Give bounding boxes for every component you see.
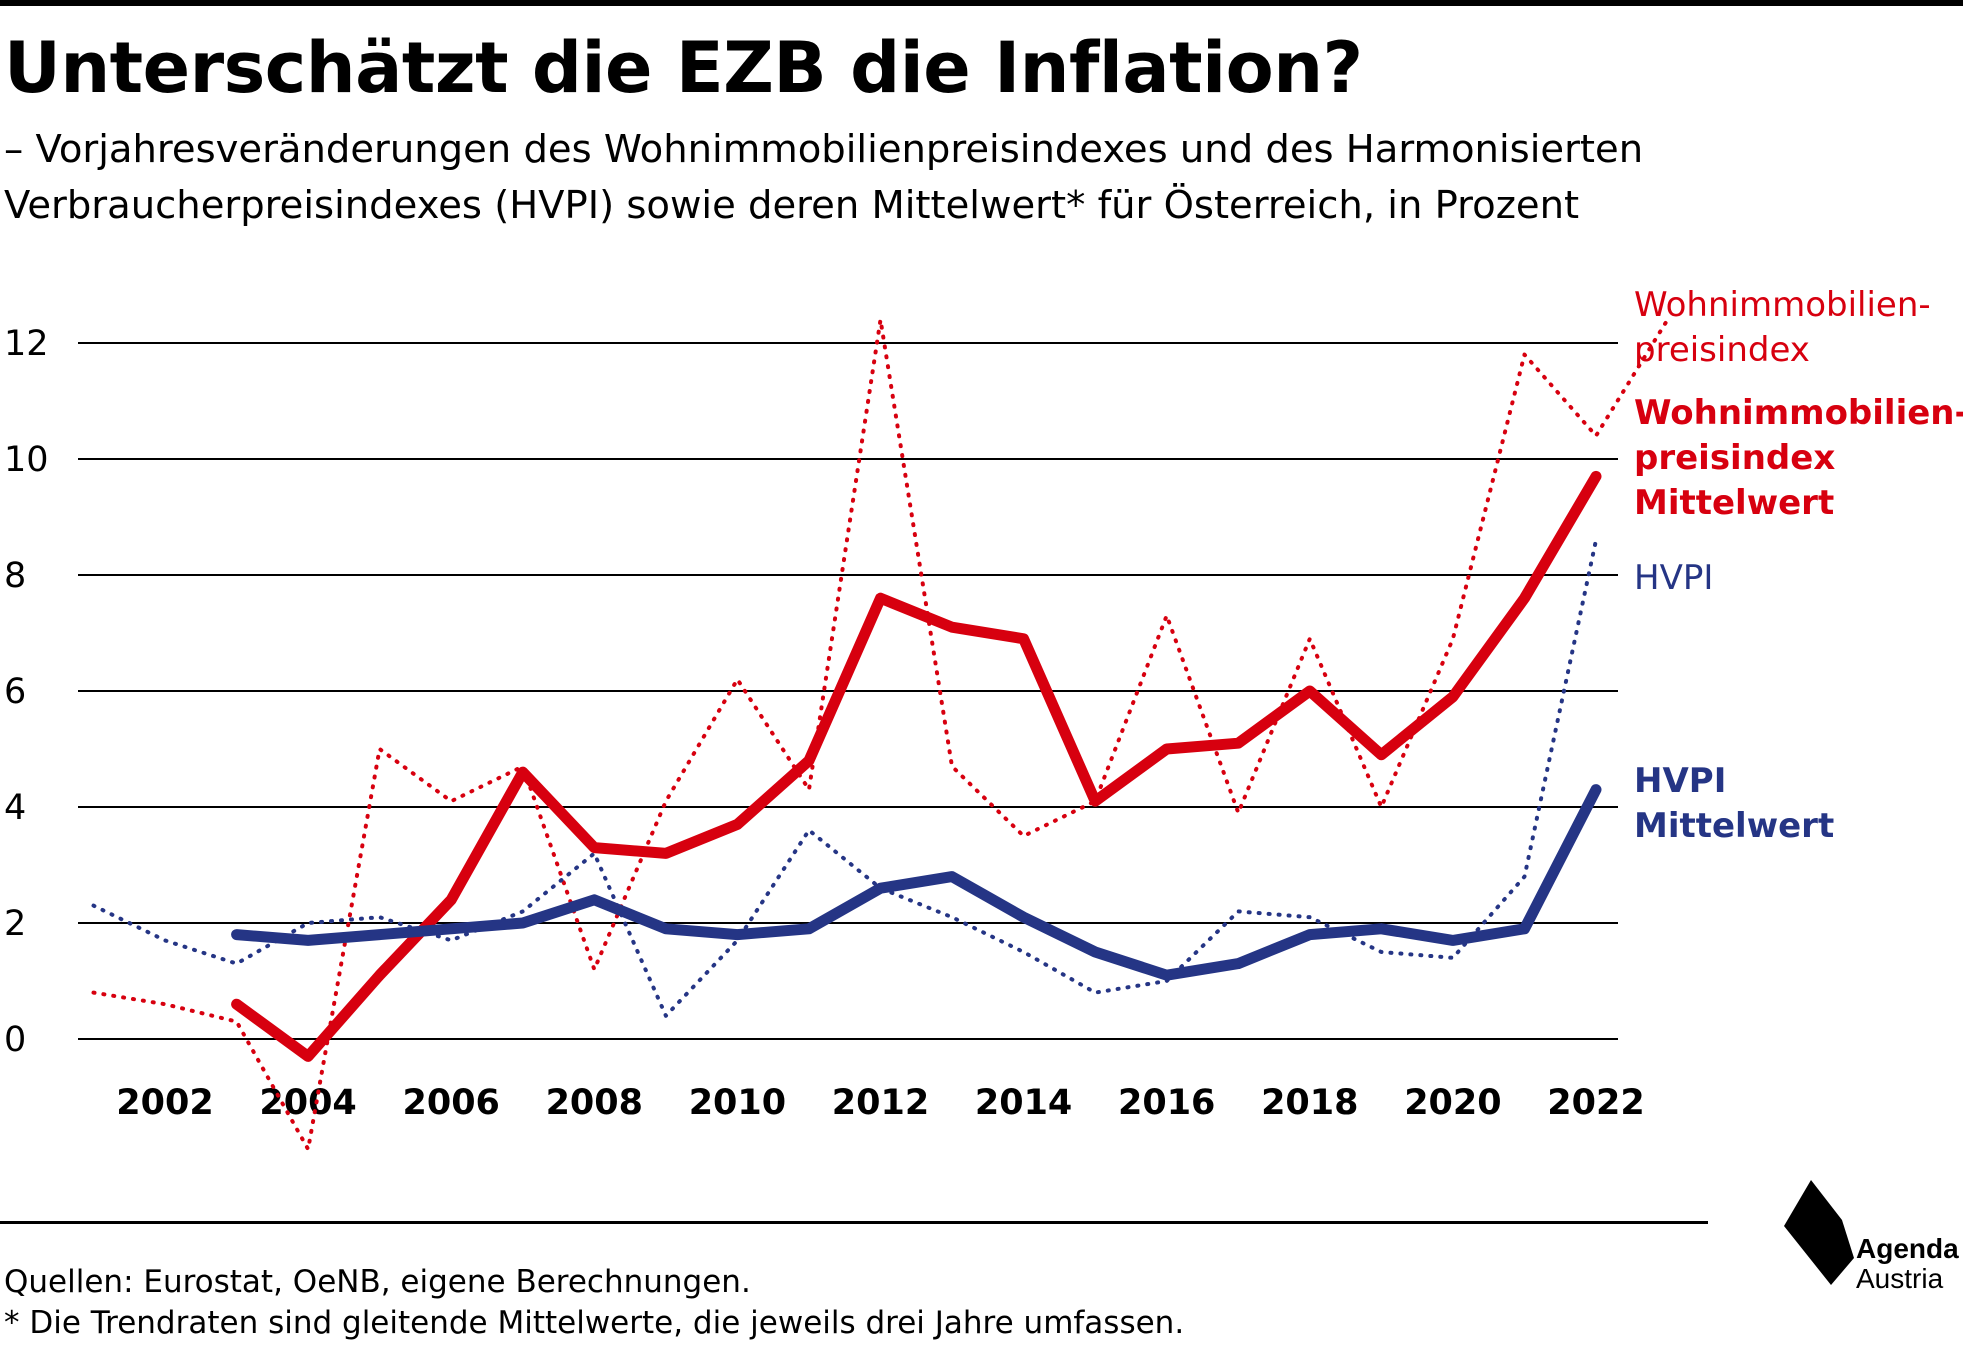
series-wohnimmobilienpreisindex-mittelwert (231, 470, 1602, 1062)
top-rule (0, 0, 1963, 6)
x-tick-2012: 2012 (832, 1083, 929, 1123)
series-labels: Wohnimmobilien-preisindex Wohnimmobilien-… (1634, 285, 1963, 846)
y-tick-0: 0 (4, 1020, 26, 1060)
label-wohnimmobilienpreisindex: Wohnimmobilien-preisindex (1634, 285, 1931, 370)
logo-mark-icon (1784, 1180, 1854, 1285)
y-tick-8: 8 (4, 556, 26, 596)
y-tick-6: 6 (4, 672, 26, 712)
x-tick-2008: 2008 (546, 1083, 643, 1123)
footer-rule (0, 1221, 1708, 1224)
label-wohnimmobilienpreisindex-mittelwert: Wohnimmobilien-preisindex Mittelwert (1634, 393, 1963, 523)
agenda-austria-logo: Agenda Austria (1780, 1178, 1960, 1298)
y-tick-12: 12 (4, 324, 49, 364)
x-tick-2004: 2004 (259, 1083, 356, 1123)
x-tick-2006: 2006 (402, 1083, 499, 1123)
y-tick-4: 4 (4, 788, 26, 828)
x-tick-2014: 2014 (975, 1083, 1072, 1123)
x-tick-2010: 2010 (689, 1083, 786, 1123)
method-footnote: * Die Trendraten sind gleitende Mittelwe… (4, 1305, 1185, 1341)
label-hvpi-mittelwert: HVPI Mittelwert (1634, 761, 1834, 846)
chart-subtitle: – Vorjahresveränderungen des Wohnimmobil… (4, 127, 1644, 228)
label-hvpi: HVPI (1634, 558, 1713, 598)
x-tick-2016: 2016 (1118, 1083, 1215, 1123)
gridlines (78, 342, 1618, 1040)
x-axis-ticks: 2002 2004 2006 2008 2010 2012 2014 2016 2018 2020… (116, 1083, 1644, 1123)
x-tick-2002: 2002 (116, 1083, 213, 1123)
x-tick-2020: 2020 (1404, 1083, 1501, 1123)
logo-word-agenda: Agenda (1856, 1233, 1959, 1264)
series-hvpi-mittelwert (231, 784, 1602, 981)
x-tick-2022: 2022 (1547, 1083, 1644, 1123)
x-tick-2018: 2018 (1261, 1083, 1358, 1123)
chart-title: Unterschätzt die EZB die Inflation? (4, 27, 1363, 109)
logo-word-austria: Austria (1856, 1263, 1944, 1294)
y-tick-2: 2 (4, 904, 26, 944)
series-lines (91, 317, 1670, 1152)
source-note: Quellen: Eurostat, OeNB, eigene Berechnu… (4, 1264, 751, 1300)
y-axis-ticks: 0 2 4 6 8 10 12 (4, 324, 49, 1060)
y-tick-10: 10 (4, 440, 49, 480)
